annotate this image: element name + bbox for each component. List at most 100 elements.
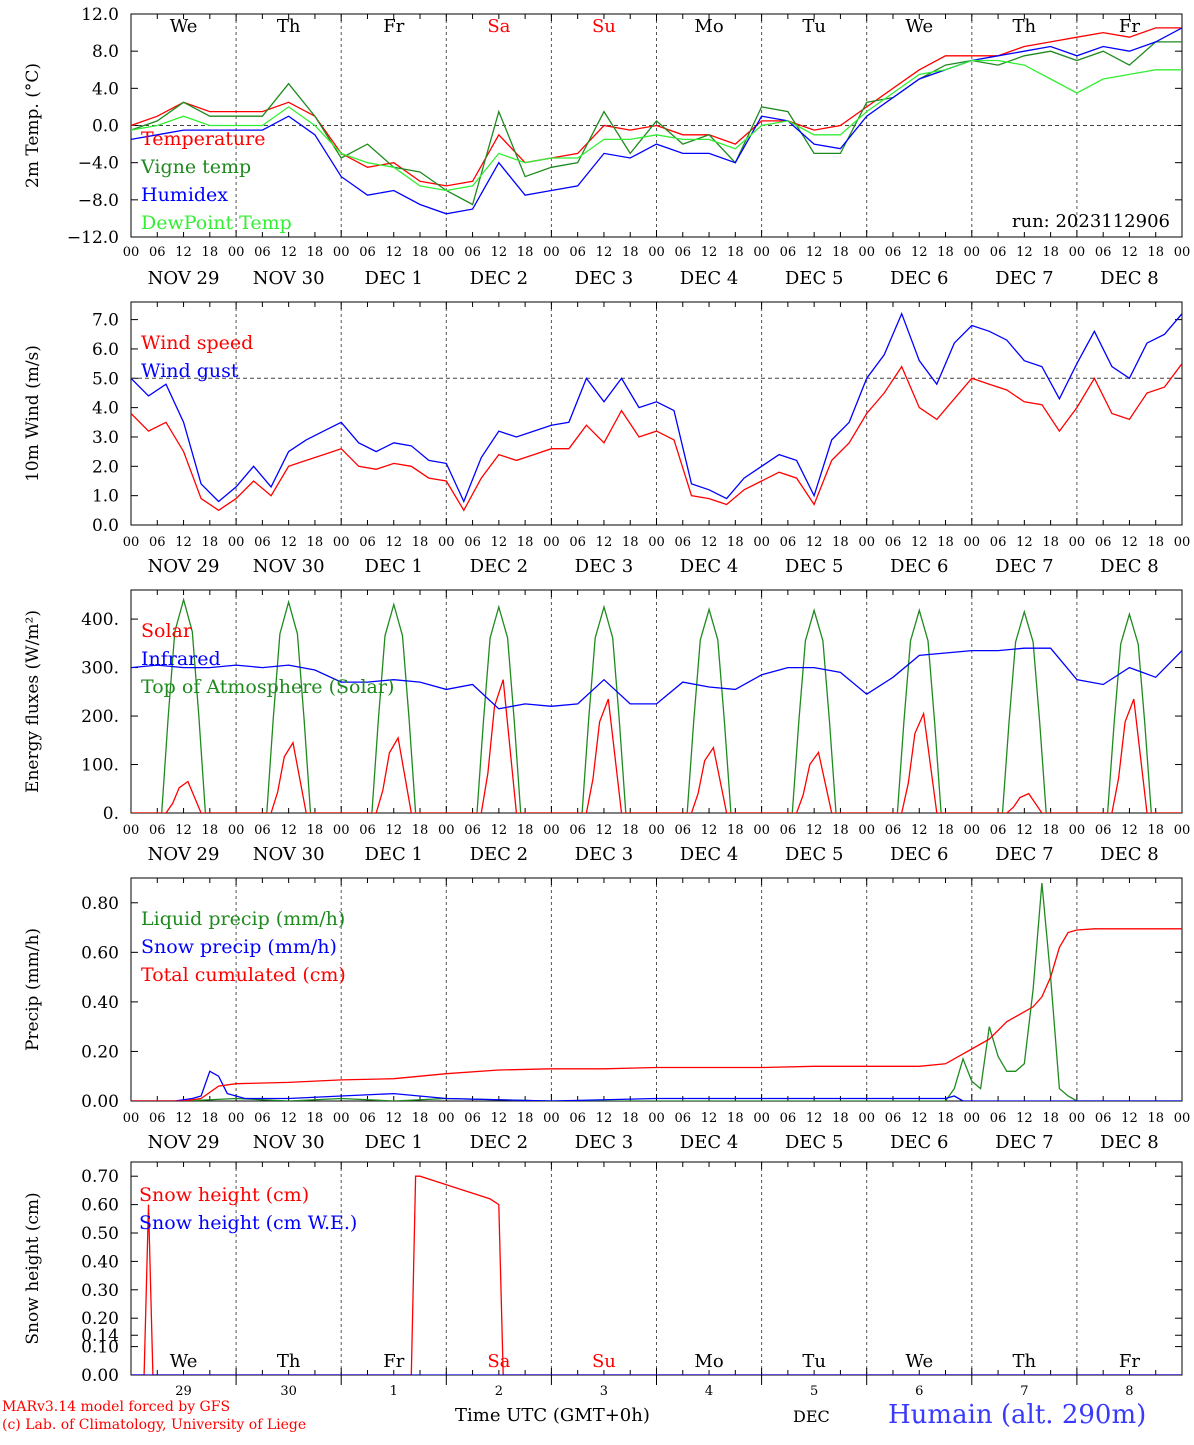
x-hour-label: 00 <box>964 245 981 260</box>
x-hour-label: 18 <box>937 1111 954 1126</box>
series-line-snow-precip-mm-h- <box>131 1070 1182 1101</box>
x-hour-label: 12 <box>1121 245 1138 260</box>
x-date-label: DEC 2 <box>470 268 529 289</box>
x-hour-label: 18 <box>832 245 849 260</box>
x-date-number: 1 <box>390 1384 398 1399</box>
day-name-label: Mo <box>694 1351 723 1372</box>
x-hour-label: 00 <box>1069 535 1086 550</box>
x-hour-label: 00 <box>1174 1111 1191 1126</box>
x-hour-label: 12 <box>806 823 823 838</box>
x-date-label: DEC 2 <box>470 1132 529 1153</box>
x-hour-label: 00 <box>964 823 981 838</box>
x-hour-label: 06 <box>780 823 797 838</box>
x-hour-label: 00 <box>333 823 350 838</box>
y-tick-label: 0.00 <box>81 1092 119 1112</box>
x-hour-label: 00 <box>1069 1111 1086 1126</box>
x-hour-label: 06 <box>359 1111 376 1126</box>
series-line-solar <box>131 679 1182 813</box>
x-date-number: 2 <box>495 1384 503 1399</box>
x-hour-label: 00 <box>648 245 665 260</box>
y-tick-label: 0.00 <box>81 1366 119 1386</box>
x-date-label: DEC 4 <box>680 268 739 289</box>
x-date-label: DEC 5 <box>785 556 844 577</box>
x-hour-label: 18 <box>622 823 639 838</box>
x-hour-label: 18 <box>1042 823 1059 838</box>
day-name-label: Fr <box>1119 16 1140 37</box>
x-hour-label: 12 <box>1121 1111 1138 1126</box>
x-date-label: DEC 4 <box>680 1132 739 1153</box>
y-tick-label: 200. <box>81 707 119 727</box>
series-group <box>131 597 1182 813</box>
x-hour-label: 18 <box>832 535 849 550</box>
x-date-label: DEC 6 <box>890 556 949 577</box>
y-tick-label: 4.0 <box>92 79 119 99</box>
day-name-label: Fr <box>383 16 404 37</box>
x-date-label: NOV 29 <box>148 268 220 289</box>
x-hour-label: 06 <box>1095 823 1112 838</box>
x-hour-label: 06 <box>1095 245 1112 260</box>
series-group <box>131 1175 1182 1375</box>
x-hour-label: 00 <box>1174 535 1191 550</box>
x-hour-label: 00 <box>1069 245 1086 260</box>
x-hour-label: 18 <box>202 1111 219 1126</box>
x-date-label: DEC 1 <box>364 268 423 289</box>
x-date-label: NOV 30 <box>253 268 325 289</box>
x-hour-label: 06 <box>990 1111 1007 1126</box>
x-hour-label: 06 <box>675 245 692 260</box>
x-date-label: DEC 5 <box>785 268 844 289</box>
x-hour-label: 18 <box>937 823 954 838</box>
x-hour-label: 12 <box>280 245 297 260</box>
x-hour-label: 12 <box>175 823 192 838</box>
y-tick-label: 5.0 <box>92 369 119 389</box>
legend-entry: Humidex <box>141 184 228 206</box>
x-hour-label: 18 <box>412 823 429 838</box>
x-hour-label: 06 <box>569 823 586 838</box>
y-tick-label: 0.70 <box>81 1167 119 1187</box>
x-hour-label: 18 <box>937 245 954 260</box>
x-hour-label: 18 <box>412 245 429 260</box>
x-hour-label: 18 <box>1042 245 1059 260</box>
y-axis-label: Precip (mm/h) <box>23 928 43 1051</box>
x-hour-label: 00 <box>228 535 245 550</box>
x-hour-label: 18 <box>1147 245 1164 260</box>
x-date-label: DEC 5 <box>785 1132 844 1153</box>
x-hour-label: 00 <box>123 535 140 550</box>
x-date-label: DEC 3 <box>575 556 634 577</box>
x-hour-label: 12 <box>1016 1111 1033 1126</box>
y-tick-label: 0. <box>103 804 119 824</box>
legend-entry: Liquid precip (mm/h) <box>141 908 345 930</box>
x-hour-label: 06 <box>885 823 902 838</box>
x-hour-label: 12 <box>385 535 402 550</box>
x-hour-label: 12 <box>1016 823 1033 838</box>
day-name-label: Th <box>1013 1351 1037 1372</box>
legend-entry: Solar <box>141 620 193 642</box>
day-name-label: Mo <box>694 16 723 37</box>
x-hour-label: 12 <box>701 245 718 260</box>
series-line-humidex <box>131 27 1182 215</box>
x-hour-label: 18 <box>727 535 744 550</box>
x-hour-label: 00 <box>333 1111 350 1126</box>
x-hour-label: 06 <box>149 823 166 838</box>
x-date-number: 5 <box>810 1384 818 1399</box>
x-hour-label: 00 <box>543 245 560 260</box>
x-hour-label: 12 <box>175 245 192 260</box>
series-group <box>131 882 1182 1101</box>
x-date-label: DEC 2 <box>470 844 529 865</box>
day-name-label: We <box>905 16 933 37</box>
month-label: DEC <box>793 1407 830 1426</box>
x-hour-label: 06 <box>359 535 376 550</box>
x-hour-label: 00 <box>333 535 350 550</box>
x-hour-label: 00 <box>964 1111 981 1126</box>
x-hour-label: 00 <box>1174 245 1191 260</box>
series-line-temperature <box>131 27 1182 187</box>
x-hour-label: 18 <box>517 245 534 260</box>
day-name-label: Th <box>277 1351 301 1372</box>
y-tick-label: 0.20 <box>81 1042 119 1062</box>
x-hour-label: 12 <box>806 245 823 260</box>
x-hour-label: 18 <box>727 245 744 260</box>
x-date-label: DEC 4 <box>680 556 739 577</box>
x-hour-label: 12 <box>596 535 613 550</box>
day-name-label: Fr <box>1119 1351 1140 1372</box>
y-tick-label: 0.20 <box>81 1309 119 1329</box>
day-name-label: Th <box>277 16 301 37</box>
